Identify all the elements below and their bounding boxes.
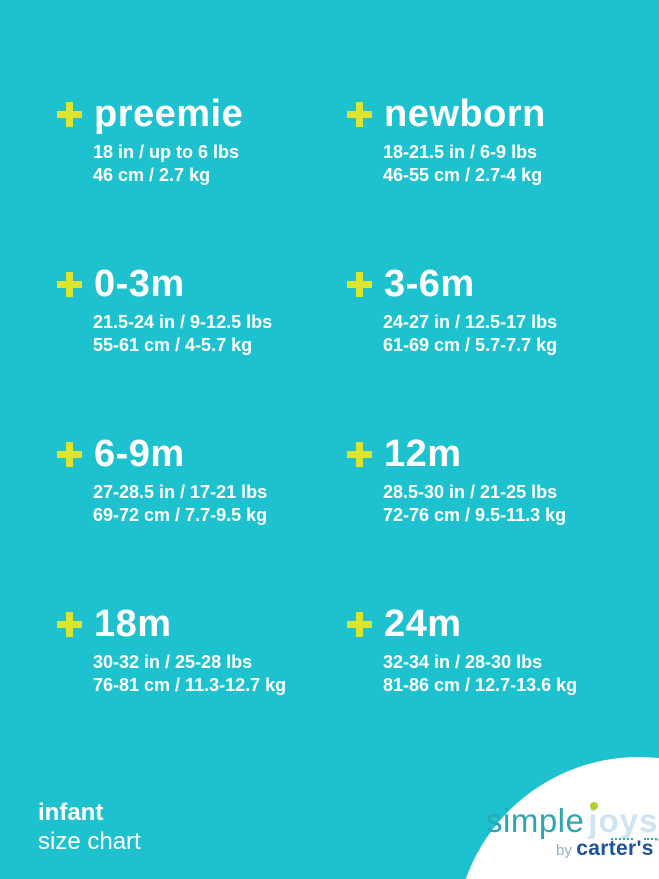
caption-category: infant [38,799,104,826]
plus-icon [347,611,372,637]
logo-word-joys: joys [588,802,659,840]
size-name: newborn [384,93,546,135]
chart-caption: infant size chart [38,798,141,856]
size-cell-18m: 18m 30-32 in / 25-28 lbs 76-81 cm / 11.3… [57,604,347,697]
size-metric: 81-86 cm / 12.7-13.6 kg [383,675,578,695]
size-metric: 46-55 cm / 2.7-4 kg [383,165,543,185]
size-name: preemie [94,93,244,135]
size-cell-preemie: preemie 18 in / up to 6 lbs 46 cm / 2.7 … [57,94,347,187]
size-metric: 46 cm / 2.7 kg [93,165,211,185]
plus-icon [57,101,82,127]
size-imperial: 30-32 in / 25-28 lbs [93,652,253,672]
size-cell-6-9m: 6-9m 27-28.5 in / 17-21 lbs 69-72 cm / 7… [57,434,347,527]
size-cell-newborn: newborn 18-21.5 in / 6-9 lbs 46-55 cm / … [347,94,637,187]
logo-word-simple: simple [486,802,585,839]
plus-icon [57,271,82,297]
plus-icon [347,441,372,467]
size-cell-0-3m: 0-3m 21.5-24 in / 9-12.5 lbs 55-61 cm / … [57,264,347,357]
size-imperial: 32-34 in / 28-30 lbs [383,652,543,672]
size-cell-3-6m: 3-6m 24-27 in / 12.5-17 lbs 61-69 cm / 5… [347,264,637,357]
trademark-symbol: ™ [653,837,659,846]
caption-label: size chart [38,828,141,855]
size-name: 12m [384,433,462,475]
brand-logo: simple joys [486,802,659,840]
plus-icon [57,441,82,467]
size-name: 18m [94,603,172,645]
size-imperial: 21.5-24 in / 9-12.5 lbs [93,312,273,332]
size-metric: 55-61 cm / 4-5.7 kg [93,335,253,355]
size-imperial: 27-28.5 in / 17-21 lbs [93,482,268,502]
size-name: 0-3m [94,263,185,305]
byline-prefix: by [556,842,572,859]
brand-byline: by carter's™ [556,837,659,861]
size-imperial: 18-21.5 in / 6-9 lbs [383,142,538,162]
size-heading-row: newborn [347,94,637,134]
size-metric: 61-69 cm / 5.7-7.7 kg [383,335,558,355]
size-heading-row: preemie [57,94,347,134]
size-cell-24m: 24m 32-34 in / 28-30 lbs 81-86 cm / 12.7… [347,604,637,697]
j-dot-icon [590,802,599,810]
size-imperial: 28.5-30 in / 21-25 lbs [383,482,558,502]
size-imperial: 24-27 in / 12.5-17 lbs [383,312,558,332]
size-imperial: 18 in / up to 6 lbs [93,142,240,162]
size-name: 3-6m [384,263,475,305]
size-name: 24m [384,603,462,645]
size-heading-row: 3-6m [347,264,637,304]
size-metric: 72-76 cm / 9.5-11.3 kg [383,505,567,525]
size-cell-12m: 12m 28.5-30 in / 21-25 lbs 72-76 cm / 9.… [347,434,637,527]
size-name: 6-9m [94,433,185,475]
size-heading-row: 12m [347,434,637,474]
plus-icon [57,611,82,637]
plus-icon [347,101,372,127]
size-heading-row: 0-3m [57,264,347,304]
size-heading-row: 18m [57,604,347,644]
size-metric: 69-72 cm / 7.7-9.5 kg [93,505,268,525]
size-heading-row: 6-9m [57,434,347,474]
dotted-underline-icon [644,838,659,840]
brand-name: carter's [576,837,654,860]
dotted-underline-icon [611,838,634,840]
size-heading-row: 24m [347,604,637,644]
size-metric: 76-81 cm / 11.3-12.7 kg [93,675,287,695]
plus-icon [347,271,372,297]
